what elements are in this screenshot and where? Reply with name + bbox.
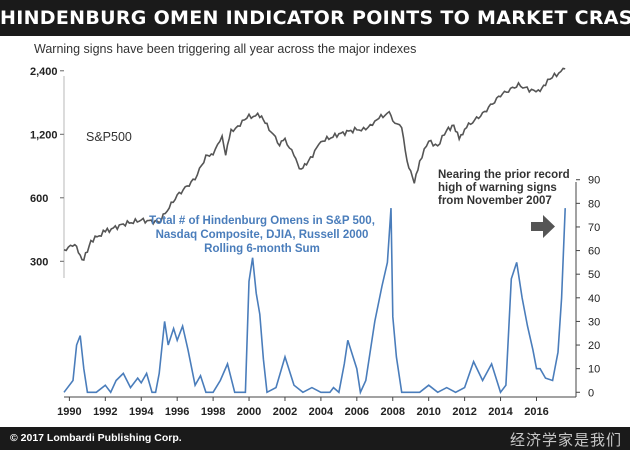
right-axis-tick-label: 50 — [588, 269, 600, 281]
x-axis-tick-label: 2004 — [309, 406, 334, 418]
x-axis-tick-label: 1992 — [93, 406, 117, 418]
right-axis-tick-label: 20 — [588, 340, 600, 352]
hindenburg-label-line: Rolling 6-month Sum — [204, 243, 320, 255]
hindenburg-label-line: Nasdaq Composite, DJIA, Russell 2000 — [156, 229, 369, 241]
right-axis-tick-label: 0 — [588, 387, 594, 399]
right-axis-tick-label: 80 — [588, 198, 600, 210]
right-axis-tick-label: 40 — [588, 293, 600, 305]
right-axis-tick-label: 30 — [588, 316, 600, 328]
x-axis-tick-label: 2008 — [381, 406, 405, 418]
x-axis-tick-label: 2012 — [452, 406, 476, 418]
x-axis-tick-label: 1990 — [57, 406, 81, 418]
chart-canvas: 300 600 1,200 2,400 0 10 20 30 40 50 60 70 80 90 199… — [30, 66, 600, 418]
x-axis: 1990 1992 1994 1996 1998 2000 2002 2004 2006 2008… — [57, 396, 576, 418]
x-axis-tick-label: 1996 — [165, 406, 189, 418]
annotation-line: Nearing the prior record — [438, 169, 570, 181]
hindenburg-omen-line — [63, 208, 566, 396]
x-axis-tick-label: 2002 — [273, 406, 297, 418]
annotation-line: from November 2007 — [438, 195, 552, 207]
arrow-right-icon — [531, 215, 555, 238]
right-axis-tick-label: 90 — [588, 175, 600, 187]
sp500-series-label: S&P500 — [86, 130, 132, 144]
left-axis-tick-label: 2,400 — [30, 66, 58, 78]
left-axis-tick-label: 600 — [30, 193, 48, 205]
footer-bar: © 2017 Lombardi Publishing Corp. 经济学家是我们 — [0, 427, 630, 450]
x-axis-tick-label: 2014 — [488, 406, 513, 418]
chart-subtitle: Warning signs have been triggering all y… — [34, 42, 417, 56]
chart-title-banner: HINDENBURG OMEN INDICATOR POINTS TO MARK… — [0, 0, 630, 36]
sp500-line — [63, 67, 566, 262]
x-axis-tick-label: 2000 — [237, 406, 261, 418]
x-axis-tick-label: 1994 — [129, 406, 154, 418]
hindenburg-series-label: Total # of Hindenburg Omens in S&P 500, N… — [149, 215, 375, 255]
x-axis-tick-label: 2006 — [345, 406, 369, 418]
copyright-credit: © 2017 Lombardi Publishing Corp. — [10, 432, 182, 444]
x-axis-tick-label: 2016 — [524, 406, 548, 418]
right-axis-tick-label: 70 — [588, 222, 600, 234]
left-axis-tick-label: 1,200 — [30, 129, 58, 141]
right-axis-tick-label: 60 — [588, 246, 600, 258]
hindenburg-label-line: Total # of Hindenburg Omens in S&P 500, — [149, 215, 375, 227]
annotation-line: high of warning signs — [438, 182, 557, 194]
watermark-text: 经济学家是我们 — [509, 432, 622, 449]
left-axis-tick-label: 300 — [30, 256, 48, 268]
x-axis-tick-label: 2010 — [416, 406, 440, 418]
left-axis: 300 600 1,200 2,400 — [30, 66, 65, 278]
right-axis: 0 10 20 30 40 50 60 70 80 90 — [575, 175, 600, 399]
right-axis-tick-label: 10 — [588, 364, 600, 376]
x-axis-tick-label: 1998 — [201, 406, 225, 418]
